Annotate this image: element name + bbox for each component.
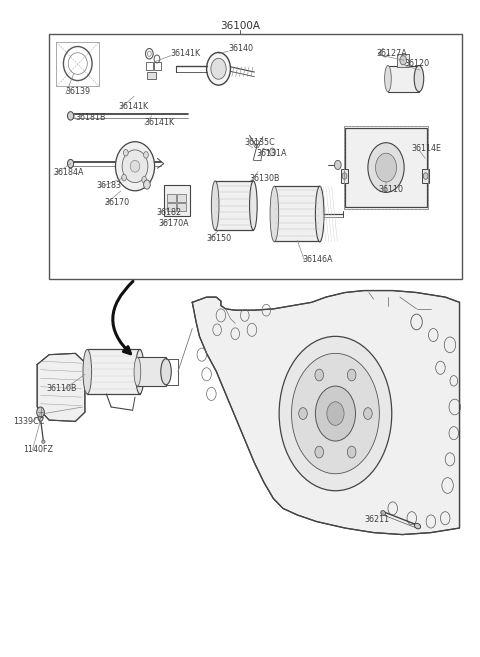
Bar bbox=[137, 357, 166, 386]
Circle shape bbox=[121, 174, 126, 181]
Ellipse shape bbox=[122, 150, 148, 183]
Bar bbox=[397, 54, 409, 67]
Ellipse shape bbox=[83, 350, 92, 394]
Ellipse shape bbox=[384, 66, 391, 92]
Bar bbox=[215, 181, 253, 231]
Text: 36131A: 36131A bbox=[257, 148, 287, 158]
Circle shape bbox=[36, 407, 44, 417]
Circle shape bbox=[423, 173, 428, 179]
Text: 36114E: 36114E bbox=[412, 144, 442, 153]
Ellipse shape bbox=[42, 440, 45, 443]
Circle shape bbox=[368, 143, 404, 193]
Circle shape bbox=[123, 149, 128, 156]
Ellipse shape bbox=[134, 357, 141, 386]
Text: 36211: 36211 bbox=[364, 515, 389, 524]
Bar bbox=[164, 185, 190, 216]
Bar bbox=[178, 203, 186, 212]
Bar bbox=[49, 34, 462, 279]
Text: 36170A: 36170A bbox=[159, 219, 190, 229]
Text: 36184A: 36184A bbox=[54, 168, 84, 177]
Text: 36135C: 36135C bbox=[245, 137, 276, 147]
Polygon shape bbox=[37, 353, 85, 421]
Ellipse shape bbox=[68, 112, 74, 120]
Text: 36146A: 36146A bbox=[302, 255, 333, 263]
Circle shape bbox=[348, 369, 356, 381]
Text: 36110B: 36110B bbox=[47, 384, 77, 393]
Ellipse shape bbox=[250, 181, 257, 230]
Ellipse shape bbox=[38, 417, 43, 421]
Ellipse shape bbox=[135, 350, 144, 394]
Text: 36120: 36120 bbox=[405, 59, 430, 68]
Ellipse shape bbox=[68, 160, 74, 168]
Circle shape bbox=[315, 369, 324, 381]
Bar bbox=[167, 194, 176, 202]
Ellipse shape bbox=[211, 58, 226, 79]
Bar bbox=[178, 194, 186, 202]
Bar bbox=[388, 66, 419, 92]
Ellipse shape bbox=[161, 359, 171, 385]
Text: 36141K: 36141K bbox=[144, 118, 175, 127]
Circle shape bbox=[375, 153, 396, 182]
Ellipse shape bbox=[206, 53, 230, 85]
Text: 36140: 36140 bbox=[228, 44, 253, 53]
Circle shape bbox=[142, 177, 146, 183]
Circle shape bbox=[400, 56, 407, 65]
Text: 36141K: 36141K bbox=[171, 49, 201, 58]
Circle shape bbox=[144, 180, 150, 189]
Text: 36127A: 36127A bbox=[376, 49, 407, 58]
Circle shape bbox=[299, 407, 307, 419]
Ellipse shape bbox=[315, 186, 324, 242]
Bar bbox=[275, 186, 320, 242]
Circle shape bbox=[342, 173, 347, 179]
Ellipse shape bbox=[116, 142, 155, 191]
Bar bbox=[341, 169, 348, 183]
Ellipse shape bbox=[130, 160, 140, 172]
Text: 36139: 36139 bbox=[66, 87, 91, 96]
Text: 36100A: 36100A bbox=[220, 20, 260, 31]
Text: 1140FZ: 1140FZ bbox=[23, 445, 53, 454]
Circle shape bbox=[315, 386, 356, 441]
Ellipse shape bbox=[381, 510, 385, 515]
Bar bbox=[87, 350, 140, 394]
Bar bbox=[147, 72, 156, 79]
Text: 1339CC: 1339CC bbox=[13, 417, 45, 426]
Ellipse shape bbox=[414, 66, 424, 92]
Bar bbox=[344, 125, 428, 209]
Text: 36141K: 36141K bbox=[118, 102, 148, 110]
Ellipse shape bbox=[270, 186, 279, 242]
Circle shape bbox=[348, 446, 356, 458]
Text: 36130B: 36130B bbox=[250, 173, 280, 183]
Circle shape bbox=[364, 407, 372, 419]
Text: 36182: 36182 bbox=[156, 208, 181, 217]
Text: 36181B: 36181B bbox=[75, 114, 106, 122]
Circle shape bbox=[291, 353, 379, 474]
Text: 36170: 36170 bbox=[104, 198, 129, 208]
Ellipse shape bbox=[415, 524, 420, 529]
Polygon shape bbox=[192, 290, 459, 535]
Bar bbox=[345, 127, 427, 208]
Text: 36183: 36183 bbox=[97, 181, 122, 191]
Ellipse shape bbox=[211, 181, 219, 230]
Circle shape bbox=[144, 152, 148, 158]
Bar bbox=[56, 42, 99, 87]
Bar bbox=[145, 62, 153, 70]
Text: 36150: 36150 bbox=[206, 234, 232, 242]
Text: 36110: 36110 bbox=[378, 185, 403, 194]
Circle shape bbox=[315, 446, 324, 458]
Bar bbox=[154, 62, 161, 70]
Circle shape bbox=[327, 402, 344, 425]
Circle shape bbox=[279, 336, 392, 491]
Bar bbox=[167, 203, 176, 212]
Circle shape bbox=[335, 160, 341, 170]
Bar bbox=[422, 169, 430, 183]
Circle shape bbox=[270, 148, 276, 156]
